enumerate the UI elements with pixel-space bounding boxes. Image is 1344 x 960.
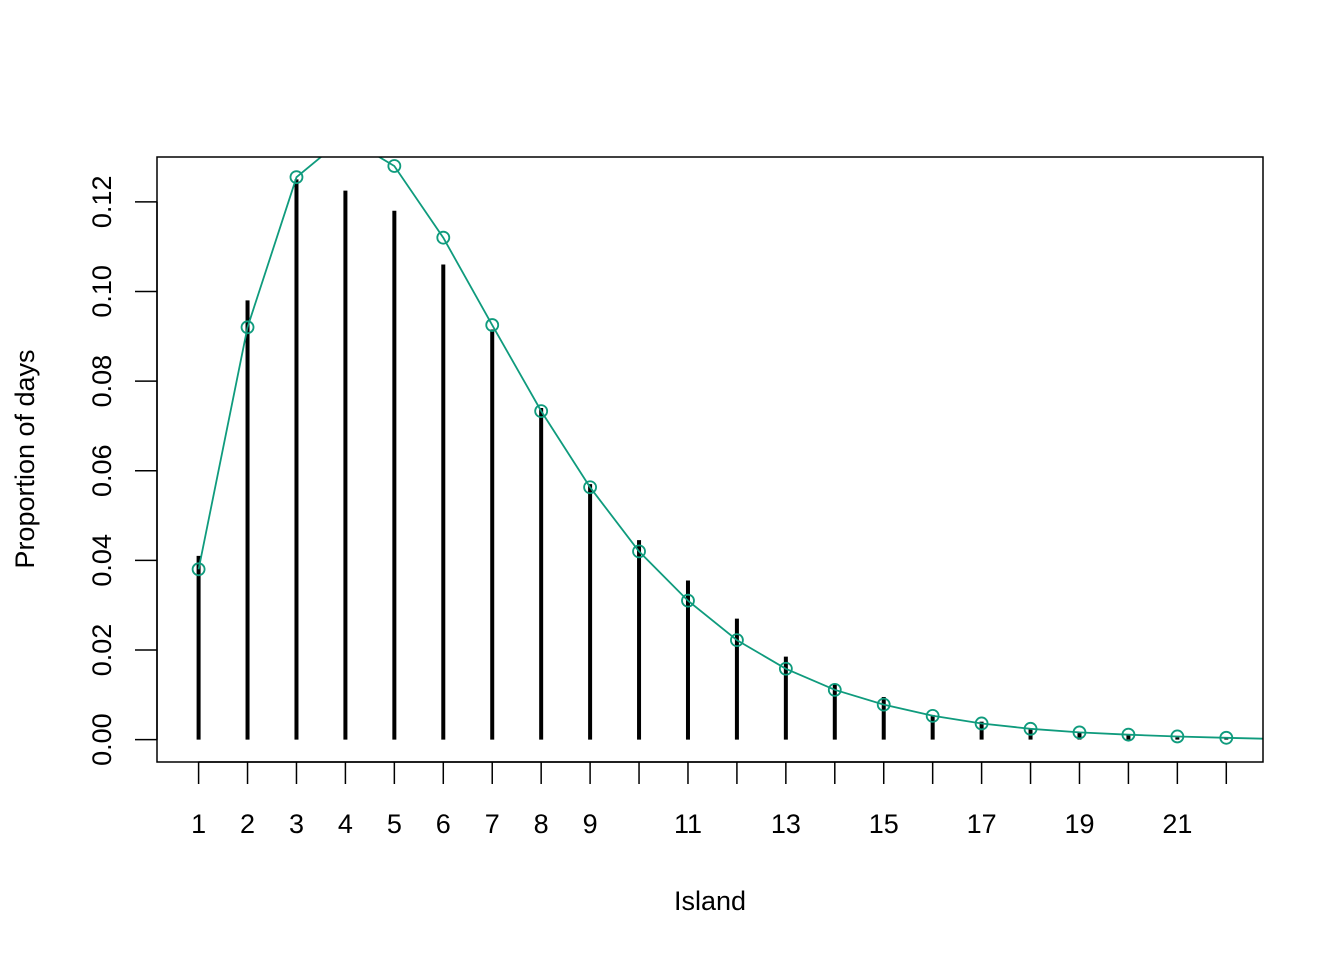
x-tick-label: 8 [534,809,549,839]
x-tick-label: 17 [967,809,997,839]
curve-point [681,593,695,608]
curve-point [240,320,255,335]
x-tick-label: 21 [1162,809,1192,839]
y-tick-label: 0.12 [87,176,117,229]
x-tick-label: 3 [289,809,304,839]
x-tick-label: 9 [583,809,598,839]
curve-point [974,716,989,731]
x-tick-label: 11 [674,809,702,839]
curve-point [925,708,940,723]
y-tick-label: 0.06 [87,444,117,497]
y-tick-label: 0.08 [87,355,117,408]
plot-frame [156,156,1264,763]
y-axis: 0.00 0.02 0.04 0.06 0.08 0.10 0.12 [87,176,158,766]
x-tick-label: 4 [338,809,353,839]
curve-point [339,131,351,143]
curve-point [827,682,842,697]
x-tick-label: 5 [387,809,402,839]
y-tick-label: 0.04 [87,534,117,587]
x-tick-label: 1 [191,809,206,839]
y-tick-label: 0.10 [87,265,117,318]
y-tick-label: 0.02 [87,624,117,677]
y-tick-label: 0.00 [87,713,117,766]
curve-point [730,633,744,648]
curve-point [1023,721,1038,736]
curve-point [778,661,793,676]
curve-point [583,480,598,495]
curve-point [191,562,206,577]
curve-point [1121,727,1136,742]
x-axis: 1 2 3 4 5 6 7 8 9 11 13 15 17 19 21 [191,761,1228,839]
x-axis-title: Island [674,886,746,916]
curve-point [876,697,891,712]
x-tick-label: 15 [869,809,899,839]
x-tick-label: 6 [436,809,451,839]
x-tick-label: 7 [485,809,500,839]
x-tick-label: 2 [240,809,255,839]
x-tick-label: 13 [771,809,801,839]
x-tick-label: 19 [1064,809,1094,839]
curve-point [387,159,402,173]
bar-series [196,179,1229,740]
curve-point [436,230,451,245]
curve-line [197,157,1263,740]
y-axis-title: Proportion of days [10,349,40,568]
curve-series [191,131,1263,745]
curve-point [1170,729,1185,744]
curve-point [534,404,549,419]
curve-point [632,544,646,559]
curve-point [1072,725,1087,740]
curve-point [485,318,500,332]
curve-point [289,170,304,185]
curve-point [1219,730,1234,745]
